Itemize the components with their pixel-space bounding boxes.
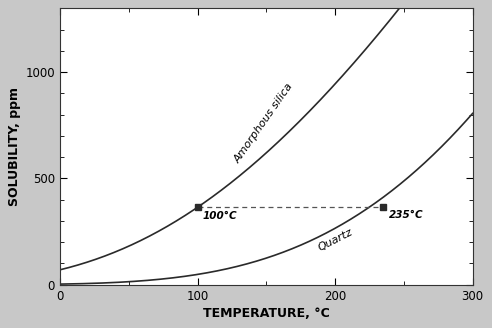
Text: 235°C: 235°C [389,210,423,220]
Y-axis label: SOLUBILITY, ppm: SOLUBILITY, ppm [8,87,21,206]
Text: Amorphous silica: Amorphous silica [232,81,295,165]
Text: 100°C: 100°C [203,211,238,221]
Text: Quartz: Quartz [316,227,354,253]
X-axis label: TEMPERATURE, °C: TEMPERATURE, °C [203,307,330,320]
